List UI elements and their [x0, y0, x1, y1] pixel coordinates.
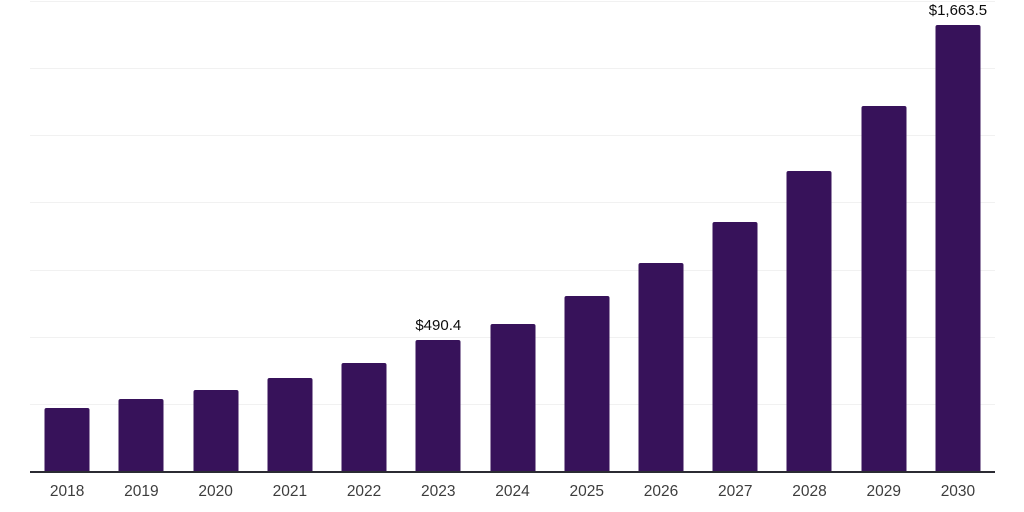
bar-2030	[935, 25, 981, 472]
x-tick-label-2024: 2024	[495, 483, 530, 500]
bar-slot-2024	[475, 2, 549, 472]
gridline-1750	[30, 1, 995, 2]
bar-value-label-2023: $490.4	[415, 317, 462, 335]
x-tick-label-2027: 2027	[717, 483, 753, 500]
x-axis-line	[30, 471, 995, 473]
bar-2020	[193, 389, 239, 472]
bar-slot-2018	[30, 2, 104, 472]
x-tick-label-2021: 2021	[272, 483, 308, 500]
x-axis-tick-labels: 2018 2019 2020 2021 2022 2023 2024 2025 2026 2027…	[30, 484, 995, 500]
bar-2021	[267, 377, 313, 472]
bar-slot-2027	[698, 2, 772, 472]
x-tick-label-2023: 2023	[421, 483, 456, 500]
x-tick-label-2020: 2020	[198, 483, 233, 500]
bar-slot-2022	[327, 2, 401, 472]
bar-slot-2028	[772, 2, 846, 472]
bar-slot-2030: $1,663.5	[921, 2, 995, 472]
bar-slot-2025	[550, 2, 624, 472]
bar-2023	[415, 340, 461, 472]
x-tick-label-2026: 2026	[643, 483, 679, 500]
x-tick-label-2022: 2022	[346, 483, 382, 500]
x-tick-label-2025: 2025	[569, 483, 604, 500]
bar-2022	[341, 362, 387, 472]
bar-slot-2021	[253, 2, 327, 472]
x-tick-label-2019: 2019	[124, 483, 159, 500]
plot-area: $490.4 $1,663.5	[30, 1, 995, 473]
gridline-1250	[30, 135, 995, 137]
bars-group: $490.4 $1,663.5	[30, 2, 995, 472]
bar-2027	[712, 221, 758, 472]
x-tick-label-2018: 2018	[49, 483, 85, 500]
x-tick-label-2029: 2029	[866, 483, 901, 500]
bar-slot-2023: $490.4	[401, 2, 475, 472]
gridline-1500	[30, 68, 995, 70]
bar-2024	[490, 323, 536, 472]
x-tick-label-2028: 2028	[792, 483, 827, 500]
bar-2028	[786, 170, 832, 472]
bar-value-label-2030: $1,663.5	[928, 2, 988, 20]
bar-2026	[638, 263, 684, 472]
x-tick-label-2030: 2030	[940, 483, 976, 500]
bar-2029	[861, 105, 907, 472]
bar-slot-2019	[104, 2, 178, 472]
bar-2025	[564, 296, 610, 472]
gridline-750	[30, 269, 995, 271]
gridline-1000	[30, 202, 995, 204]
bar-slot-2026	[624, 2, 698, 472]
bar-slot-2020	[178, 2, 252, 472]
bar-slot-2029	[847, 2, 921, 472]
bar-2019	[118, 399, 164, 472]
bar-2018	[44, 407, 90, 472]
